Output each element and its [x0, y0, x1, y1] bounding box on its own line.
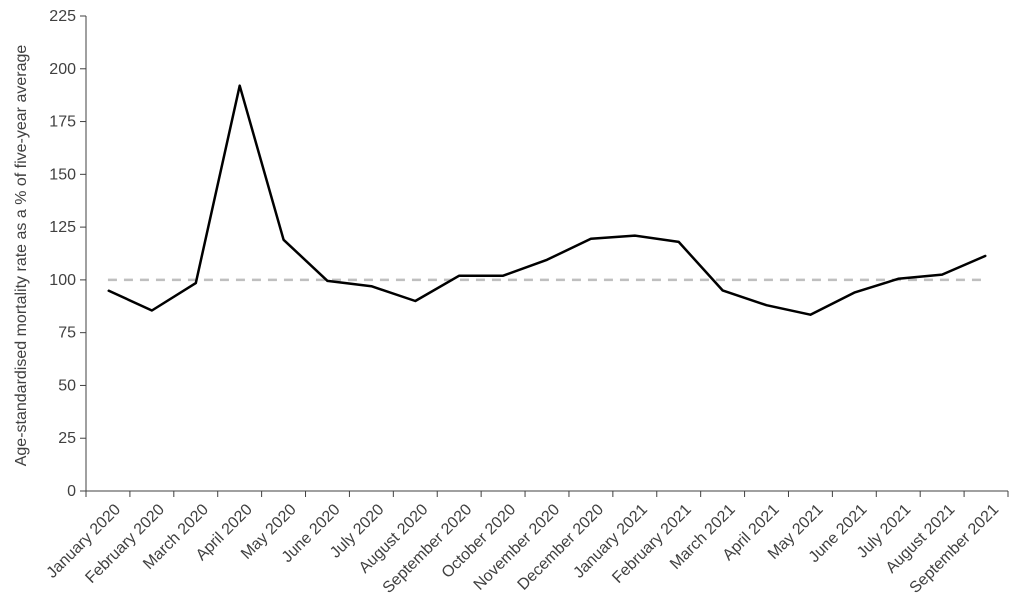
data-point — [195, 282, 197, 284]
data-point — [853, 292, 855, 294]
y-tick-label: 25 — [58, 430, 76, 447]
data-point — [370, 285, 372, 287]
series-group — [107, 84, 987, 316]
x-tick-label: January 2020 — [44, 501, 125, 582]
y-axis: 0 25 50 75 100 125 150 175 200 225 — [49, 8, 87, 500]
data-point — [590, 238, 592, 240]
data-point — [326, 280, 328, 282]
y-tick-label: 150 — [49, 166, 76, 183]
data-point — [546, 259, 548, 261]
data-point — [766, 304, 768, 306]
data-point — [897, 278, 899, 280]
data-point — [722, 289, 724, 291]
data-point — [941, 274, 943, 276]
data-point — [458, 275, 460, 277]
data-point — [809, 314, 811, 316]
x-tick-label: February 2020 — [82, 501, 168, 587]
data-point — [283, 239, 285, 241]
y-tick-label: 175 — [49, 114, 76, 131]
data-point — [414, 300, 416, 302]
data-point — [502, 275, 504, 277]
y-tick-label: 75 — [58, 325, 76, 342]
y-tick-label: 0 — [67, 483, 76, 500]
y-tick-label: 225 — [49, 8, 76, 25]
data-point — [151, 310, 153, 311]
x-tick-label: February 2021 — [609, 501, 695, 587]
data-point — [985, 255, 987, 257]
y-tick-label: 125 — [49, 219, 76, 236]
data-point — [678, 241, 680, 243]
data-point — [239, 85, 241, 87]
y-tick-label: 100 — [49, 272, 76, 289]
data-point — [107, 289, 109, 291]
y-axis-title: Age-standardised mortality rate as a % o… — [13, 45, 30, 467]
data-point — [634, 235, 636, 237]
y-tick-label: 200 — [49, 61, 76, 78]
y-tick-label: 50 — [58, 377, 76, 394]
